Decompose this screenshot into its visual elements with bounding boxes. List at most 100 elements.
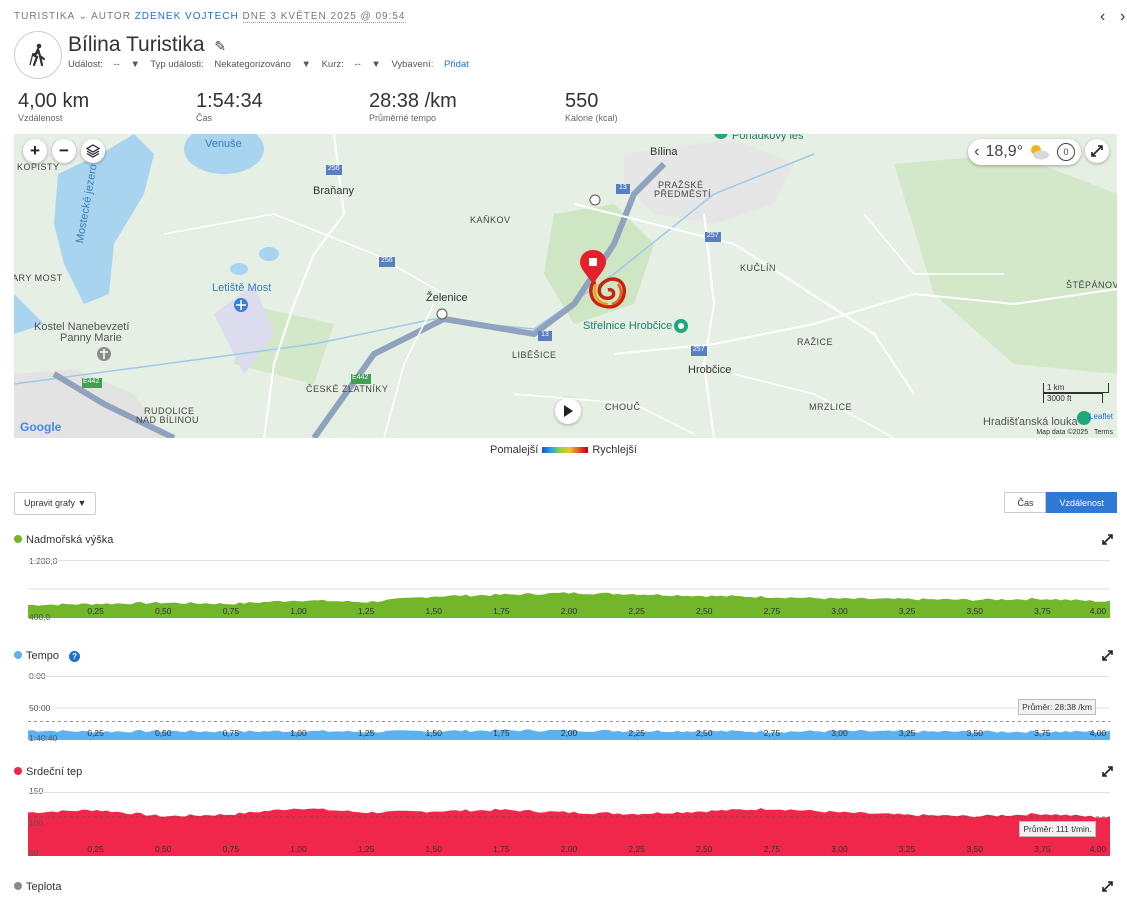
google-logo: Google — [20, 420, 62, 434]
map-attribution: Map data ©2025 Terms — [1036, 429, 1113, 436]
x-tick-label: 3,50 — [966, 606, 983, 616]
x-tick-label: 1,75 — [493, 606, 510, 616]
series-area — [28, 729, 1110, 740]
temperature-dot — [14, 882, 22, 890]
map-label-hrobcice: Hrobčice — [688, 364, 732, 376]
x-tick-label: 1,75 — [493, 728, 510, 738]
weather-widget[interactable]: ‹ 18,9° 0 — [968, 139, 1081, 165]
map-label-hradisanska: Hradišťanská louka — [983, 416, 1078, 428]
play-icon — [564, 405, 573, 417]
x-tick-label: 1,25 — [358, 844, 375, 854]
route-map[interactable]: Bílina Pohádkový les Venuše KOPISTY Braň… — [14, 134, 1117, 438]
elevation-expand-button[interactable] — [1102, 534, 1113, 548]
x-tick-label: 3,75 — [1034, 728, 1051, 738]
next-activity-button[interactable]: › — [1120, 8, 1126, 25]
map-scale: 1 km 3000 ft — [1043, 383, 1109, 403]
x-tick-label: 1,00 — [290, 844, 307, 854]
x-tick-label: 2,00 — [561, 728, 578, 738]
x-tick-label: 0,50 — [155, 728, 172, 738]
x-tick-label: 0,75 — [223, 606, 240, 616]
heart-chart-title: Srdeční tep — [14, 766, 82, 778]
map-label-kuclin: KUČLÍN — [740, 263, 777, 273]
heart-chart[interactable]: 0,25 0,50 0,75 1,00 1,25 1,50 1,75 2,00 2,25 2,50… — [28, 792, 1110, 856]
gear-label: Vybavení: Přidat — [391, 59, 469, 70]
series-area — [28, 808, 1110, 856]
chevron-down-icon[interactable]: ⌄ — [78, 11, 88, 22]
road-256-b: 256 — [381, 257, 393, 264]
x-tick-label: 1,50 — [425, 606, 442, 616]
breadcrumb-author-prefix: AUTOR — [91, 11, 131, 22]
scale-km: 1 km — [1043, 383, 1109, 393]
x-tick-label: 1,25 — [358, 728, 375, 738]
road-e442-b: E442 — [352, 374, 369, 381]
stat-time: 1:54:34 Čas — [196, 90, 263, 123]
heart-y-top: 150 — [29, 786, 44, 796]
breadcrumb: TURISTIKA ⌄ AUTOR ZDENEK VOJTECH DNE 3 K… — [14, 11, 406, 23]
x-tick-label: 3,00 — [831, 728, 848, 738]
x-tick-label: 2,75 — [764, 606, 781, 616]
road-257-b: 257 — [693, 346, 705, 353]
stat-distance: 4,00 km Vzdálenost — [18, 90, 90, 123]
fullscreen-button[interactable] — [1085, 139, 1109, 163]
activity-title: Bílina Turistika ✎ — [68, 33, 226, 57]
elevation-chart[interactable]: 0,25 0,50 0,75 1,00 1,25 1,50 1,75 2,00 2,25 2,50… — [28, 560, 1110, 622]
road-13-b: 13 — [541, 331, 549, 338]
play-route-button[interactable] — [555, 398, 581, 424]
map-label-strelnice: Střelnice Hrobčice — [583, 320, 673, 332]
road-13-a: 13 — [619, 184, 627, 191]
pencil-icon[interactable]: ✎ — [214, 38, 227, 54]
author-link[interactable]: ZDENEK VOJTECH — [134, 11, 239, 22]
layers-button[interactable] — [81, 139, 105, 163]
event-type-selector[interactable]: Typ události: Nekategorizováno ▼ — [150, 59, 311, 70]
pace-expand-button[interactable] — [1102, 650, 1113, 664]
map-label-kankov: KAŇKOV — [470, 215, 511, 225]
map-label-mrzlice: MRZLICE — [809, 402, 853, 412]
map-label-pohadkovy: Pohádkový les — [732, 134, 804, 142]
x-tick-label: 2,75 — [764, 844, 781, 854]
zoom-out-button[interactable]: − — [52, 139, 76, 163]
zoom-in-button[interactable]: + — [23, 139, 47, 163]
scale-ft: 3000 ft — [1043, 393, 1103, 403]
terms-link[interactable]: Terms — [1093, 429, 1113, 436]
pace-chart[interactable]: 0,25 0,50 0,75 1,00 1,25 1,50 1,75 2,00 2,25 2,50… — [28, 676, 1110, 740]
speed-legend: Pomalejší Rychlejší — [0, 444, 1127, 456]
chevron-left-icon[interactable]: ‹ — [974, 143, 980, 160]
heart-y-mid: 100 — [29, 818, 44, 828]
x-tick-label: 3,75 — [1034, 606, 1051, 616]
map-label-libesice: LIBĚŠICE — [512, 350, 557, 360]
partly-cloudy-icon — [1031, 145, 1049, 160]
breadcrumb-category[interactable]: TURISTIKA — [14, 11, 75, 22]
leaflet-link[interactable]: Leaflet — [1089, 412, 1114, 421]
x-tick-label: 4,00 — [1090, 844, 1107, 854]
course-selector[interactable]: Kurz: -- ▼ — [321, 59, 381, 70]
distance-axis-button[interactable]: Vzdálenost — [1046, 492, 1117, 513]
time-axis-button[interactable]: Čas — [1004, 492, 1047, 513]
x-tick-label: 0,75 — [223, 728, 240, 738]
pace-y-bottom: 1:40:40 — [29, 733, 58, 743]
activity-title-text: Bílina Turistika — [68, 33, 205, 56]
help-icon[interactable]: ? — [69, 651, 81, 662]
x-tick-label: 2,00 — [561, 606, 578, 616]
map-label-bilina: Bílina — [650, 146, 678, 158]
expand-icon — [1091, 145, 1103, 157]
expand-icon — [1102, 534, 1113, 545]
x-tick-label: 3,25 — [899, 844, 916, 854]
event-selector[interactable]: Událost: -- ▼ — [68, 59, 140, 70]
map-label-letiste: Letiště Most — [212, 282, 272, 294]
road-e442-a: E442 — [83, 378, 100, 385]
x-tick-label: 1,00 — [290, 606, 307, 616]
temperature-expand-button[interactable] — [1102, 881, 1113, 895]
map-label-ceske-zlatniky: ČESKÉ ZLATNÍKY — [306, 384, 389, 394]
x-tick-label: 1,25 — [358, 606, 375, 616]
edit-charts-button[interactable]: Upravit grafy ▼ — [14, 492, 97, 515]
temperature-value: 18,9° — [985, 143, 1023, 160]
heart-expand-button[interactable] — [1102, 766, 1113, 780]
add-gear-link[interactable]: Přidat — [443, 59, 469, 70]
expand-icon — [1102, 766, 1113, 777]
heart-y-bottom: 50 — [29, 848, 39, 858]
x-tick-label: 2,50 — [696, 728, 713, 738]
elevation-dot — [14, 535, 22, 543]
speed-gradient — [542, 447, 589, 454]
x-tick-label: 3,00 — [831, 606, 848, 616]
prev-activity-button[interactable]: ‹ — [1100, 8, 1106, 25]
